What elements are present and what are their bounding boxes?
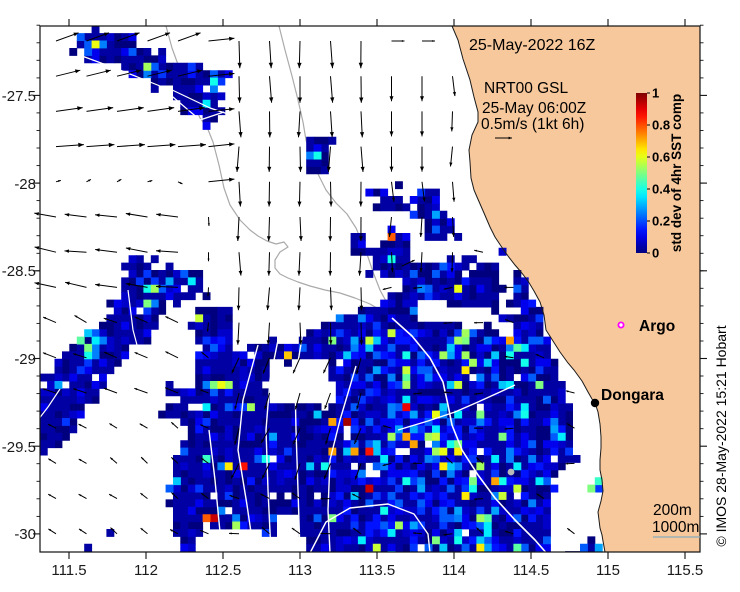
svg-text:113: 113	[288, 562, 312, 579]
svg-text:0.8: 0.8	[652, 118, 670, 133]
svg-text:115: 115	[596, 562, 620, 579]
svg-text:112.5: 112.5	[205, 562, 241, 579]
svg-text:Dongara: Dongara	[601, 387, 664, 404]
svg-text:115.5: 115.5	[667, 562, 703, 579]
svg-text:-29.5: -29.5	[2, 439, 36, 456]
svg-text:-28: -28	[14, 176, 36, 193]
svg-text:25-May-2022 16Z: 25-May-2022 16Z	[469, 37, 596, 54]
svg-text:© IMOS 28-May-2022 15:21 Hobar: © IMOS 28-May-2022 15:21 Hobart	[713, 325, 729, 546]
svg-text:114: 114	[442, 562, 466, 579]
svg-text:200m: 200m	[653, 502, 692, 519]
svg-text:Argo: Argo	[639, 318, 675, 335]
svg-text:0.2: 0.2	[652, 214, 670, 229]
svg-text:1000m: 1000m	[652, 519, 699, 536]
svg-text:-29: -29	[14, 351, 36, 368]
svg-text:113.5: 113.5	[359, 562, 395, 579]
svg-text:111.5: 111.5	[51, 562, 86, 579]
svg-text:112: 112	[134, 562, 158, 579]
svg-text:0.5m/s (1kt 6h): 0.5m/s (1kt 6h)	[481, 116, 584, 133]
svg-text:-28.5: -28.5	[2, 263, 36, 280]
svg-text:1: 1	[652, 86, 659, 101]
svg-text:0.6: 0.6	[652, 150, 670, 165]
svg-text:std dev of 4hr SST comp: std dev of 4hr SST comp	[669, 94, 684, 252]
svg-text:0.4: 0.4	[652, 182, 671, 197]
svg-text:NRT00 GSL: NRT00 GSL	[484, 80, 569, 97]
svg-text:25-May 06:00Z: 25-May 06:00Z	[482, 100, 586, 117]
svg-text:0: 0	[652, 246, 659, 261]
svg-text:-30: -30	[14, 526, 36, 543]
svg-text:114.5: 114.5	[513, 562, 549, 579]
svg-text:-27.5: -27.5	[2, 88, 36, 105]
